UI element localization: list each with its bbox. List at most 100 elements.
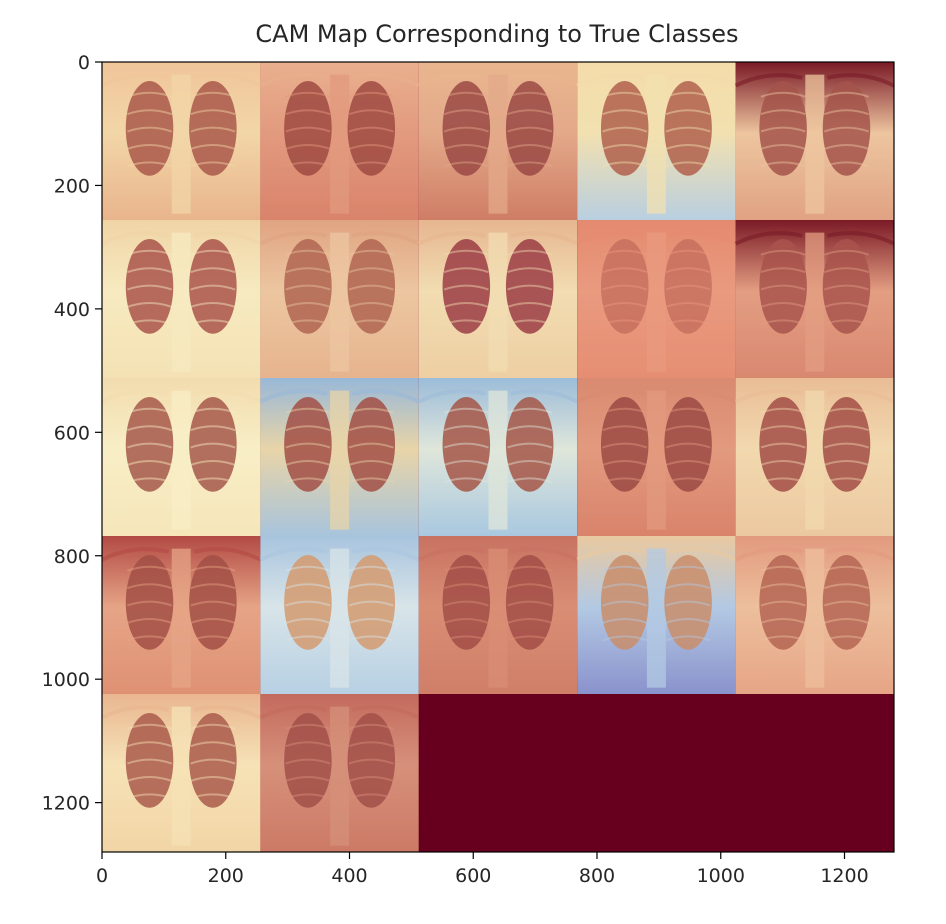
lung-left xyxy=(125,80,174,176)
rib-right xyxy=(507,126,553,133)
rib-left xyxy=(443,284,489,291)
rib-left xyxy=(760,583,806,590)
mediastinum xyxy=(488,548,508,688)
rib-left xyxy=(127,126,173,133)
rib-right xyxy=(823,477,869,484)
rib-left xyxy=(760,600,806,607)
rib-right xyxy=(190,407,236,414)
rib-right xyxy=(348,775,394,782)
rib-right xyxy=(348,793,394,800)
rib-left xyxy=(285,109,331,116)
rib-right xyxy=(823,109,869,116)
rib-right xyxy=(823,161,869,168)
rib-right xyxy=(665,109,711,116)
rib-left xyxy=(285,91,331,98)
cam-tile xyxy=(259,378,420,536)
lung-right xyxy=(664,554,712,650)
cam-tile xyxy=(102,220,262,378)
mediastinum xyxy=(330,390,350,530)
mediastinum xyxy=(171,548,191,688)
lung-left xyxy=(759,80,807,176)
cam-tile xyxy=(417,62,579,220)
clavicle-left xyxy=(734,547,803,562)
rib-right xyxy=(665,583,711,590)
x-tick-label: 600 xyxy=(455,865,491,887)
rib-right xyxy=(190,319,236,326)
rib-right xyxy=(348,267,394,274)
rib-left xyxy=(760,425,806,432)
mediastinum xyxy=(646,548,666,688)
rib-left xyxy=(760,143,806,150)
rib-right xyxy=(190,267,236,274)
cam-tile xyxy=(102,378,262,536)
cam-tile xyxy=(576,62,737,220)
rib-right xyxy=(665,267,711,274)
clavicle-left xyxy=(259,73,328,88)
lung-left xyxy=(759,238,807,334)
rib-right xyxy=(348,459,394,466)
rib-left xyxy=(443,459,489,466)
clavicle-left xyxy=(417,547,486,562)
rib-left xyxy=(285,741,331,748)
rib-left xyxy=(760,635,806,642)
lung-left xyxy=(284,80,332,176)
lung-left xyxy=(284,554,332,650)
rib-left xyxy=(285,319,331,326)
rib-left xyxy=(760,459,806,466)
rib-left xyxy=(285,301,331,308)
clavicle-right xyxy=(668,73,737,88)
rib-right xyxy=(507,407,553,414)
rib-right xyxy=(507,91,553,98)
rib-right xyxy=(190,600,236,607)
rib-right xyxy=(823,91,869,98)
rib-left xyxy=(127,723,173,730)
clavicle-right xyxy=(351,705,420,720)
rib-left xyxy=(760,267,806,274)
cam-tile xyxy=(102,536,262,694)
rib-left xyxy=(127,741,173,748)
rib-right xyxy=(190,284,236,291)
rib-right xyxy=(823,126,869,133)
rib-left xyxy=(443,249,489,256)
mediastinum xyxy=(646,74,666,214)
mediastinum xyxy=(805,232,825,372)
empty-tile xyxy=(418,694,578,852)
mediastinum xyxy=(488,232,508,372)
rib-right xyxy=(190,109,236,116)
rib-right xyxy=(190,249,236,256)
rib-right xyxy=(190,161,236,168)
lung-left xyxy=(600,238,649,334)
rib-right xyxy=(348,407,394,414)
rib-left xyxy=(127,600,173,607)
clavicle-right xyxy=(827,231,894,246)
clavicle-right xyxy=(827,389,894,404)
rib-left xyxy=(285,617,331,624)
mediastinum xyxy=(330,74,350,214)
rib-right xyxy=(190,477,236,484)
x-axis: 0 200 400 600 800 1000 1200 xyxy=(96,852,869,887)
clavicle-left xyxy=(576,73,645,88)
rib-left xyxy=(285,407,331,414)
rib-right xyxy=(665,442,711,449)
rib-right xyxy=(823,284,869,291)
clavicle-left xyxy=(102,389,169,404)
clavicle-right xyxy=(351,547,420,562)
rib-left xyxy=(602,109,648,116)
lung-right xyxy=(505,396,554,492)
rib-left xyxy=(127,758,173,765)
lung-right xyxy=(189,396,237,492)
x-tick-label: 800 xyxy=(579,865,615,887)
rib-right xyxy=(348,442,394,449)
lung-right xyxy=(347,554,396,650)
rib-left xyxy=(127,583,173,590)
rib-left xyxy=(602,635,648,642)
x-tick-label: 1200 xyxy=(820,865,868,887)
image-grid xyxy=(102,62,894,852)
lung-left xyxy=(284,396,332,492)
x-tick-label: 200 xyxy=(208,865,244,887)
clavicle-right xyxy=(193,389,262,404)
lung-right xyxy=(189,712,237,808)
rib-left xyxy=(443,161,489,168)
rib-left xyxy=(285,600,331,607)
cam-tile xyxy=(102,62,262,220)
